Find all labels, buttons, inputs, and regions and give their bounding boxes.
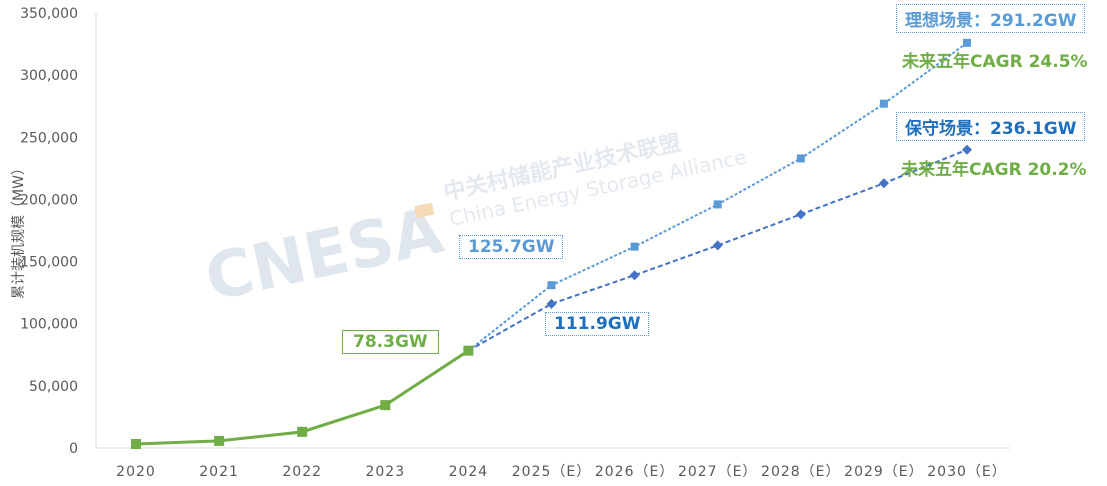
cnesa-watermark: CNESA 中关村储能产业技术联盟 China Energy Storage A… bbox=[199, 130, 748, 316]
x-tick-label: 2021 bbox=[199, 464, 239, 480]
data-point-marker bbox=[546, 298, 557, 309]
label-ideal-cagr: 未来五年CAGR 24.5% bbox=[902, 52, 1088, 72]
label-2025-ideal: 125.7GW bbox=[459, 235, 564, 259]
data-point-marker bbox=[713, 200, 722, 209]
data-point-marker bbox=[963, 38, 971, 47]
x-tick-label: 2029（E） bbox=[844, 464, 923, 480]
x-axis-ticks: 2020 2021 2022 2023 2024 2025（E） 2026（E） 2027（E… bbox=[116, 464, 1006, 480]
x-tick-label: 2020 bbox=[116, 464, 156, 480]
x-tick-label: 2030（E） bbox=[927, 464, 1006, 480]
series-group bbox=[131, 38, 972, 450]
data-point-marker bbox=[879, 99, 888, 108]
data-point-marker bbox=[796, 154, 805, 163]
x-tick-label: 2027（E） bbox=[678, 464, 757, 480]
y-tick-label: 350,000 bbox=[20, 6, 78, 22]
label-2030-ideal: 理想场景：291.2GW bbox=[896, 4, 1086, 33]
data-point-marker bbox=[629, 270, 640, 281]
watermark-logo-mark bbox=[414, 202, 435, 219]
x-tick-label: 2026（E） bbox=[595, 464, 674, 480]
x-tick-label: 2023 bbox=[365, 464, 405, 480]
data-point-marker bbox=[380, 400, 391, 411]
y-tick-label: 300,000 bbox=[20, 68, 78, 84]
data-point-marker bbox=[463, 345, 474, 356]
data-point-marker bbox=[297, 426, 308, 437]
y-tick-label: 100,000 bbox=[20, 317, 78, 333]
y-tick-label: 150,000 bbox=[20, 255, 78, 271]
x-tick-label: 2028（E） bbox=[761, 464, 840, 480]
y-tick-label: 0 bbox=[69, 441, 78, 457]
y-tick-label: 50,000 bbox=[29, 379, 78, 395]
label-2030-conservative: 保守场景：236.1GW bbox=[896, 112, 1086, 141]
data-point-marker bbox=[131, 439, 141, 450]
y-tick-label: 200,000 bbox=[20, 192, 78, 208]
data-point-marker bbox=[962, 144, 972, 155]
watermark-logo: CNESA bbox=[199, 194, 449, 316]
x-tick-label: 2025（E） bbox=[512, 464, 591, 480]
label-conservative-cagr: 未来五年CAGR 20.2% bbox=[901, 160, 1087, 180]
y-axis-ticks: 0 50,000 100,000 150,000 200,000 250,000 300,0… bbox=[20, 6, 78, 457]
x-tick-label: 2024 bbox=[449, 464, 489, 480]
data-point-marker bbox=[547, 281, 556, 290]
data-point-marker bbox=[795, 209, 806, 220]
data-point-marker bbox=[214, 435, 225, 446]
label-2024-actual: 78.3GW bbox=[342, 330, 439, 354]
y-tick-label: 250,000 bbox=[20, 130, 78, 146]
label-2025-conservative: 111.9GW bbox=[545, 312, 650, 336]
data-point-marker bbox=[630, 242, 639, 251]
x-tick-label: 2022 bbox=[282, 464, 322, 480]
data-point-marker bbox=[878, 178, 889, 189]
y-axis-label: 累计装机规模（MW） bbox=[11, 161, 27, 299]
data-point-marker bbox=[712, 240, 723, 251]
